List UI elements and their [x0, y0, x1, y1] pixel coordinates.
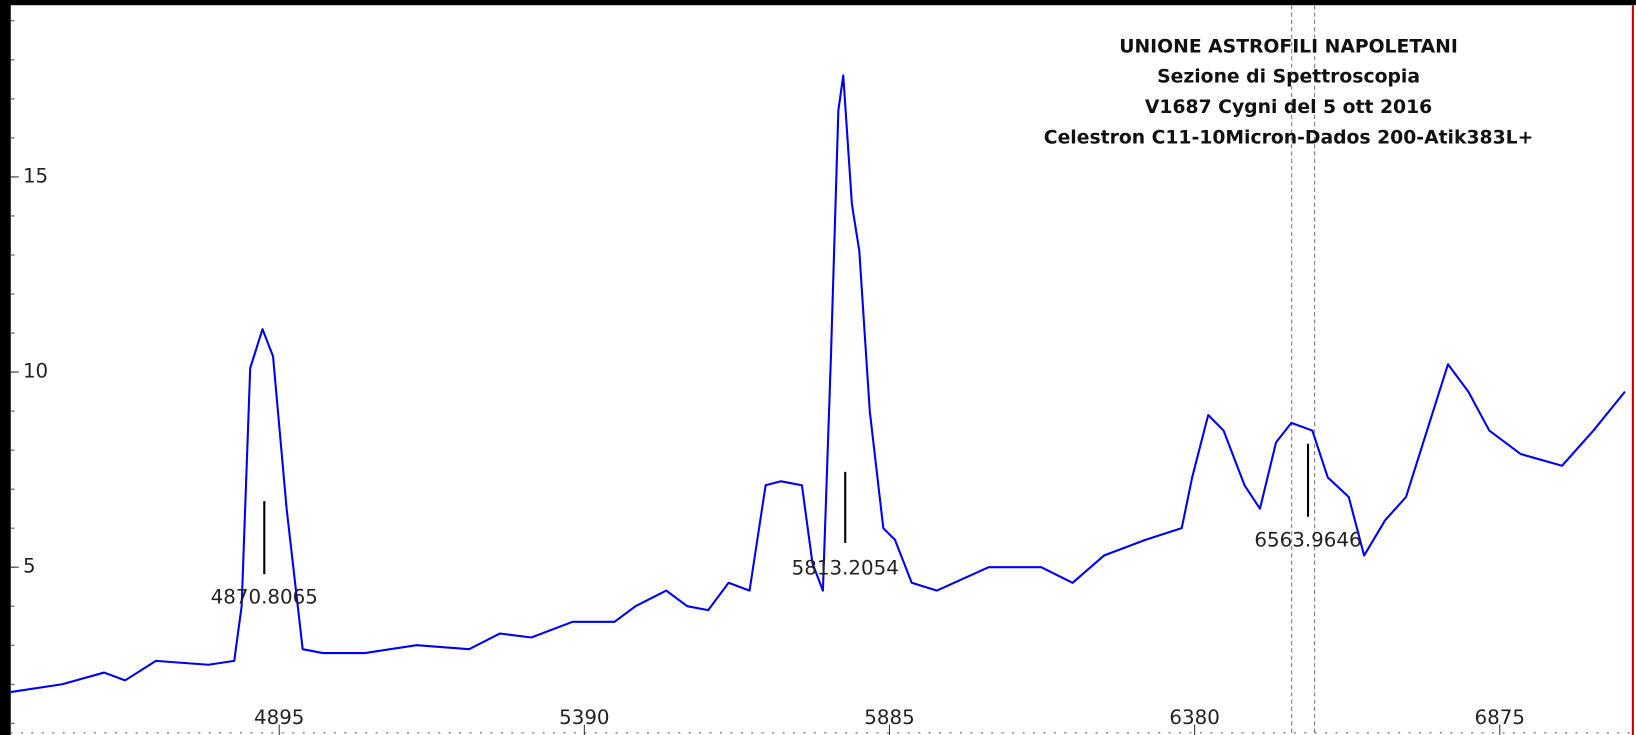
chart-title: V1687 Cygni del 5 ott 2016: [1145, 97, 1432, 118]
line-label: 6563.9646: [1254, 528, 1361, 551]
spectrum-line: [10, 74, 1626, 694]
chart-title: UNIONE ASTROFILI NAPOLETANI: [1119, 36, 1458, 57]
y-tick-label: 5: [23, 555, 36, 578]
x-tick-label: 4895: [254, 706, 304, 729]
x-tick-label: 5390: [559, 706, 609, 729]
chart-title: Celestron C11-10Micron-Dados 200-Atik383…: [1044, 127, 1533, 148]
x-tick-label: 6875: [1475, 706, 1525, 729]
x-tick-label: 6380: [1169, 706, 1219, 729]
line-label: 4870.8065: [211, 586, 318, 609]
y-tick-label: 10: [23, 360, 48, 383]
plot-area: [10, 5, 1636, 735]
line-label: 5813.2054: [792, 556, 899, 579]
chart-title: Sezione di Spettroscopia: [1157, 67, 1420, 88]
x-tick-label: 5885: [864, 706, 914, 729]
y-tick-label: 15: [23, 164, 48, 187]
